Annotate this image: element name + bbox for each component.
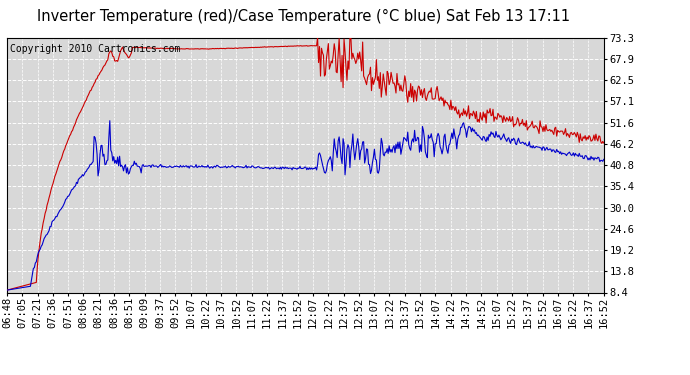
Text: Inverter Temperature (red)/Case Temperature (°C blue) Sat Feb 13 17:11: Inverter Temperature (red)/Case Temperat… [37,9,570,24]
Text: Copyright 2010 Cartronics.com: Copyright 2010 Cartronics.com [10,44,180,54]
